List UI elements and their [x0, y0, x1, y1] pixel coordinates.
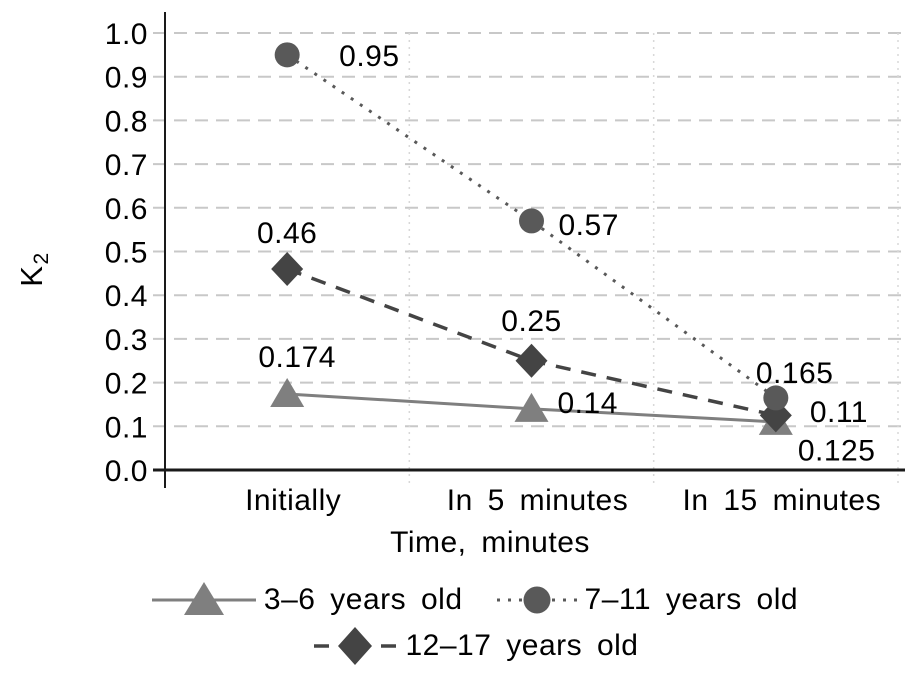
y-tick-label: 0.1 [105, 411, 148, 444]
legend-item-12-17-years: 12–17 years old [312, 624, 639, 668]
data-label: 0.46 [257, 217, 317, 250]
y-axis-title-subscript: 2 [30, 252, 53, 265]
y-axis-title: K2 [14, 252, 53, 287]
y-tick-label: 0.4 [105, 280, 148, 313]
triangle-marker-icon [183, 582, 224, 615]
triangle-marker-icon [514, 392, 549, 422]
triangle-marker-icon [270, 377, 305, 407]
y-tick-label: 1.0 [105, 18, 148, 51]
legend-label: 12–17 years old [405, 629, 639, 662]
circle-marker-icon [274, 42, 300, 68]
data-label: 0.174 [258, 341, 336, 374]
y-tick-label: 0.6 [105, 193, 148, 226]
legend-item-7-11-years: 7–11 years old [496, 578, 799, 622]
circle-marker-icon [523, 586, 551, 614]
y-tick-label: 0.5 [105, 237, 148, 270]
data-label: 0.165 [756, 357, 834, 390]
series-line-dotted [286, 53, 777, 400]
x-axis-title: Time, minutes [390, 526, 590, 559]
y-tick-label: 0.9 [105, 62, 148, 95]
diamond-marker-icon [337, 627, 372, 665]
legend-item-3-6-years: 3–6 years old [151, 578, 463, 622]
y-tick-label: 0.0 [105, 455, 148, 488]
legend-row-1: 3–6 years old 7–11 years old [151, 578, 799, 622]
diamond-marker-icon [271, 251, 304, 286]
circle-marker-icon [763, 385, 789, 411]
triangle-marker-icon [151, 582, 256, 615]
data-label: 0.95 [339, 40, 399, 73]
diamond-marker-icon [313, 627, 396, 665]
x-category-label: In 15 minutes [683, 484, 882, 517]
circle-marker-icon [496, 586, 577, 614]
y-tick-label: 0.7 [105, 149, 148, 182]
legend-label: 3–6 years old [263, 583, 463, 616]
circle-marker-icon [519, 208, 544, 234]
data-label: 0.125 [798, 434, 876, 467]
legend-row-2: 12–17 years old [312, 624, 639, 668]
legend-label: 7–11 years old [584, 583, 799, 616]
y-tick-label: 0.3 [105, 324, 148, 357]
y-axis-title-text: K [14, 265, 49, 287]
y-tick-label: 0.8 [105, 105, 148, 138]
data-label: 0.25 [501, 305, 561, 338]
diamond-marker-icon [515, 343, 548, 378]
legend: 3–6 years old 7–11 years old 12–17 years… [105, 578, 845, 668]
x-category-label: In 5 minutes [447, 484, 628, 517]
x-category-label: Initially [245, 484, 341, 517]
data-label: 0.11 [810, 396, 868, 429]
data-label: 0.14 [558, 387, 618, 420]
data-label: 0.57 [559, 209, 619, 242]
y-tick-label: 0.2 [105, 368, 148, 401]
